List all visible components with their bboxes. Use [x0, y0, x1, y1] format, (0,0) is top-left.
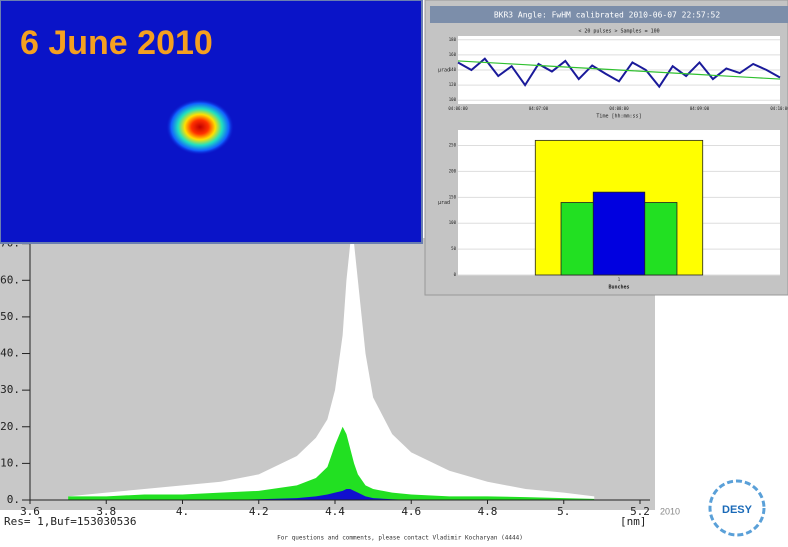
x-label: Bunches [608, 285, 629, 291]
y-tick-label: 50. [0, 310, 20, 323]
y-tick-label: 180 [449, 37, 457, 42]
y-tick-label: 250 [449, 143, 457, 148]
beam-image: 6 June 2010 [0, 0, 422, 243]
x-tick-label: 4.8 [478, 505, 498, 518]
x-label: Time [hh:mm:ss] [596, 114, 641, 120]
y-tick-label: 60. [0, 273, 20, 286]
y-tick-label: 160 [449, 52, 457, 57]
y-label: μrad [438, 68, 450, 74]
x-unit: [nm] [620, 515, 647, 528]
y-tick-label: 100 [449, 97, 457, 102]
y-tick-label: 50 [451, 246, 456, 251]
y-tick-label: 120 [449, 82, 457, 87]
y-tick-label: 100 [449, 220, 457, 225]
image-title: 6 June 2010 [20, 24, 213, 62]
y-tick-label: 20. [0, 420, 20, 433]
x-tick-label: 04:09:00 [690, 106, 710, 111]
logo-text: DESY [722, 504, 753, 516]
beam-spot [166, 99, 234, 155]
y-label: μrad [438, 200, 450, 206]
x-tick-label: 5. [557, 505, 570, 518]
slide: 0.10.20.30.40.50.60.70.3.63.84.4.24.44.6… [0, 0, 788, 547]
y-tick-label: 200 [449, 168, 457, 173]
desy-logo: DESY [710, 481, 764, 535]
panel-title: BKR3 Angle: FwHM calibrated 2010-06-07 2… [494, 11, 721, 20]
x-tick-label: 04:08:00 [609, 106, 629, 111]
x-tick-label: 04:07:00 [529, 106, 549, 111]
y-tick-label: 40. [0, 347, 20, 360]
y-tick-label: 30. [0, 383, 20, 396]
y-tick-label: 150 [449, 194, 457, 199]
y-tick-label: 10. [0, 456, 20, 469]
footer: For questions and comments, please conta… [277, 535, 523, 542]
subtitle: < 20 pulses > Samples = 100 [578, 29, 659, 35]
bar [593, 192, 645, 275]
x-tick-label: 04:10:00 [770, 106, 788, 111]
x-tick-label: 4.6 [401, 505, 421, 518]
year: 2010 [660, 506, 680, 516]
monitor-panel: BKR3 Angle: FwHM calibrated 2010-06-07 2… [425, 0, 788, 295]
x-tick-label: 4.2 [249, 505, 269, 518]
x-tick-label: 4.4 [325, 505, 345, 518]
status-text: Res= 1,Buf=153030536 [4, 515, 136, 528]
x-tick-label: 4. [176, 505, 189, 518]
y-tick-label: 0. [7, 493, 20, 506]
x-tick-label: 04:06:00 [448, 106, 468, 111]
